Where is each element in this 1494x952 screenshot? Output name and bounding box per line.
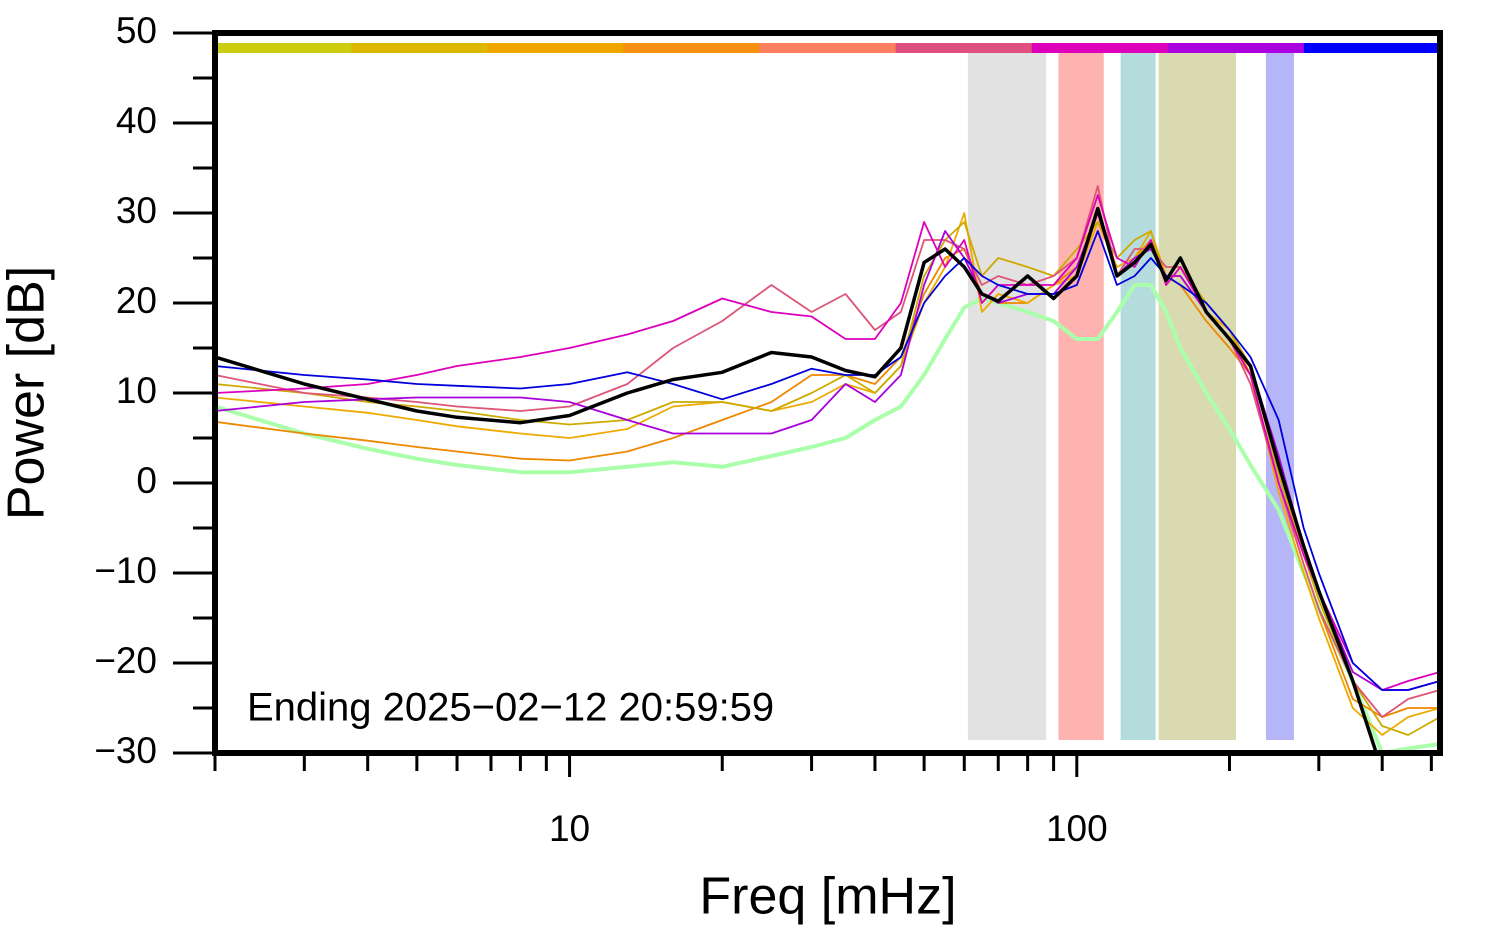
series-line: [215, 212, 1440, 718]
annotation: Ending 2025−02−12 20:59:59: [247, 686, 774, 730]
y-tick-label: 10: [116, 370, 157, 411]
x-tick-label: 10: [549, 808, 590, 849]
color-bar-segment: [1031, 43, 1169, 53]
y-tick-label: 50: [116, 10, 157, 51]
color-bar-segment: [487, 43, 624, 53]
color-bar-segment: [1303, 43, 1441, 53]
series-line: [215, 221, 1440, 736]
band: [1158, 52, 1237, 740]
x-axis-title: Freq [mHz]: [699, 868, 956, 926]
series-line: [215, 283, 1440, 753]
y-tick-label: 0: [136, 460, 157, 501]
color-bar-segment: [623, 43, 760, 53]
color-bar-segment: [1167, 43, 1305, 53]
y-tick-label: 40: [116, 100, 157, 141]
color-bar-segment: [215, 43, 352, 53]
color-bar-segment: [351, 43, 488, 53]
band: [1058, 52, 1104, 740]
color-bar-segment: [759, 43, 897, 53]
y-tick-label: −10: [94, 550, 157, 591]
y-axis-title: Power [dB]: [0, 266, 56, 520]
band: [1120, 52, 1156, 740]
bands: [215, 43, 1441, 740]
x-tick-label: 100: [1046, 808, 1108, 849]
y-tick-label: −30: [94, 730, 157, 771]
axes: −30 −20 −10 0 10 20 30 40 50 10 100: [94, 10, 1433, 849]
y-tick-label: 20: [116, 280, 157, 321]
lines: [215, 185, 1440, 753]
band: [967, 52, 1047, 740]
series-line: [215, 212, 1440, 691]
y-tick-label: 30: [116, 190, 157, 231]
color-bar-segment: [895, 43, 1033, 53]
series-line: [215, 206, 1379, 753]
y-tick-label: −20: [94, 640, 157, 681]
series-line: [215, 230, 1440, 691]
series-line: [215, 185, 1440, 718]
band: [1265, 52, 1294, 740]
